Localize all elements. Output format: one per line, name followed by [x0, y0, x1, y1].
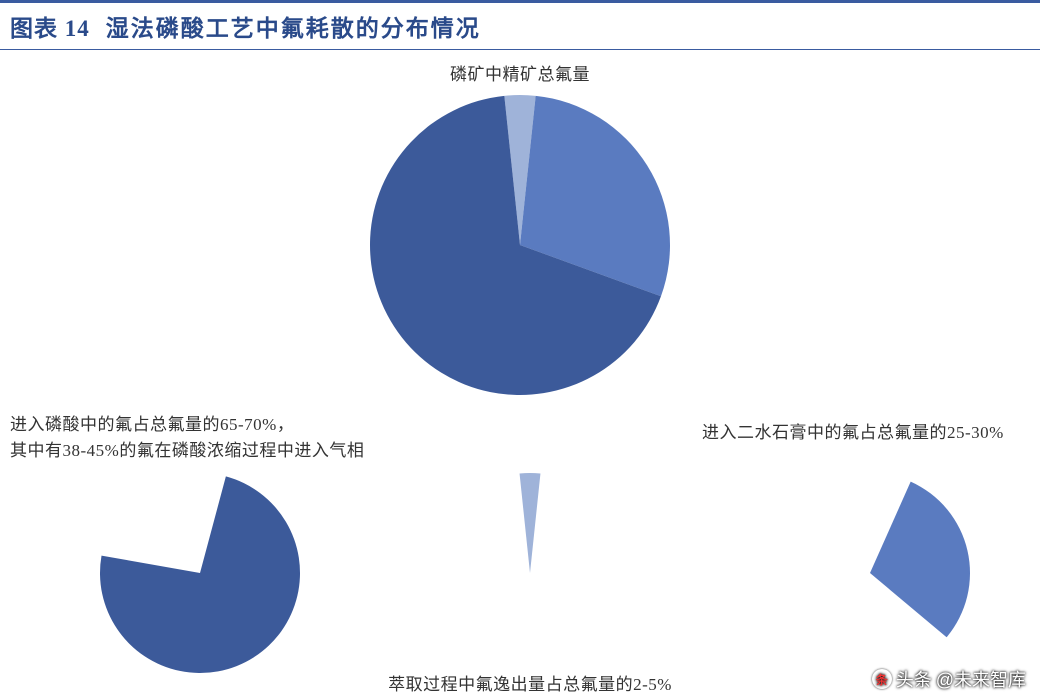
watermark: 头条 @未来智库 [872, 666, 1026, 692]
extract-label: 萃取过程中氟逸出量占总氟量的2-5% [320, 672, 740, 698]
main-pie-label: 磷矿中精矿总氟量 [370, 62, 670, 88]
chart-number: 图表 14 [10, 9, 90, 43]
phos-acid-label: 进入磷酸中的氟占总氟量的65-70%， 其中有38-45%的氟在磷酸浓缩过程中进… [10, 412, 400, 463]
chart-header: 图表 14 湿法磷酸工艺中氟耗散的分布情况 [0, 0, 1040, 50]
phos-acid-sub-pie [95, 468, 305, 678]
toutiao-icon [872, 669, 892, 689]
main-pie [365, 90, 675, 400]
gypsum-label: 进入二水石膏中的氟占总氟量的25-30% [702, 420, 1040, 446]
chart-area: 磷矿中精矿总氟量 进入磷酸中的氟占总氟量的65-70%， 其中有38-45%的氟… [0, 50, 1040, 700]
gypsum-sub-pie [765, 468, 975, 678]
sub-slice-extract_sub [520, 473, 541, 573]
sub-slice-gypsum_sub [870, 482, 970, 638]
extract-sub-pie [425, 468, 635, 678]
sub-slice-phos_acid_sub [100, 476, 300, 673]
chart-title: 湿法磷酸工艺中氟耗散的分布情况 [106, 9, 481, 43]
